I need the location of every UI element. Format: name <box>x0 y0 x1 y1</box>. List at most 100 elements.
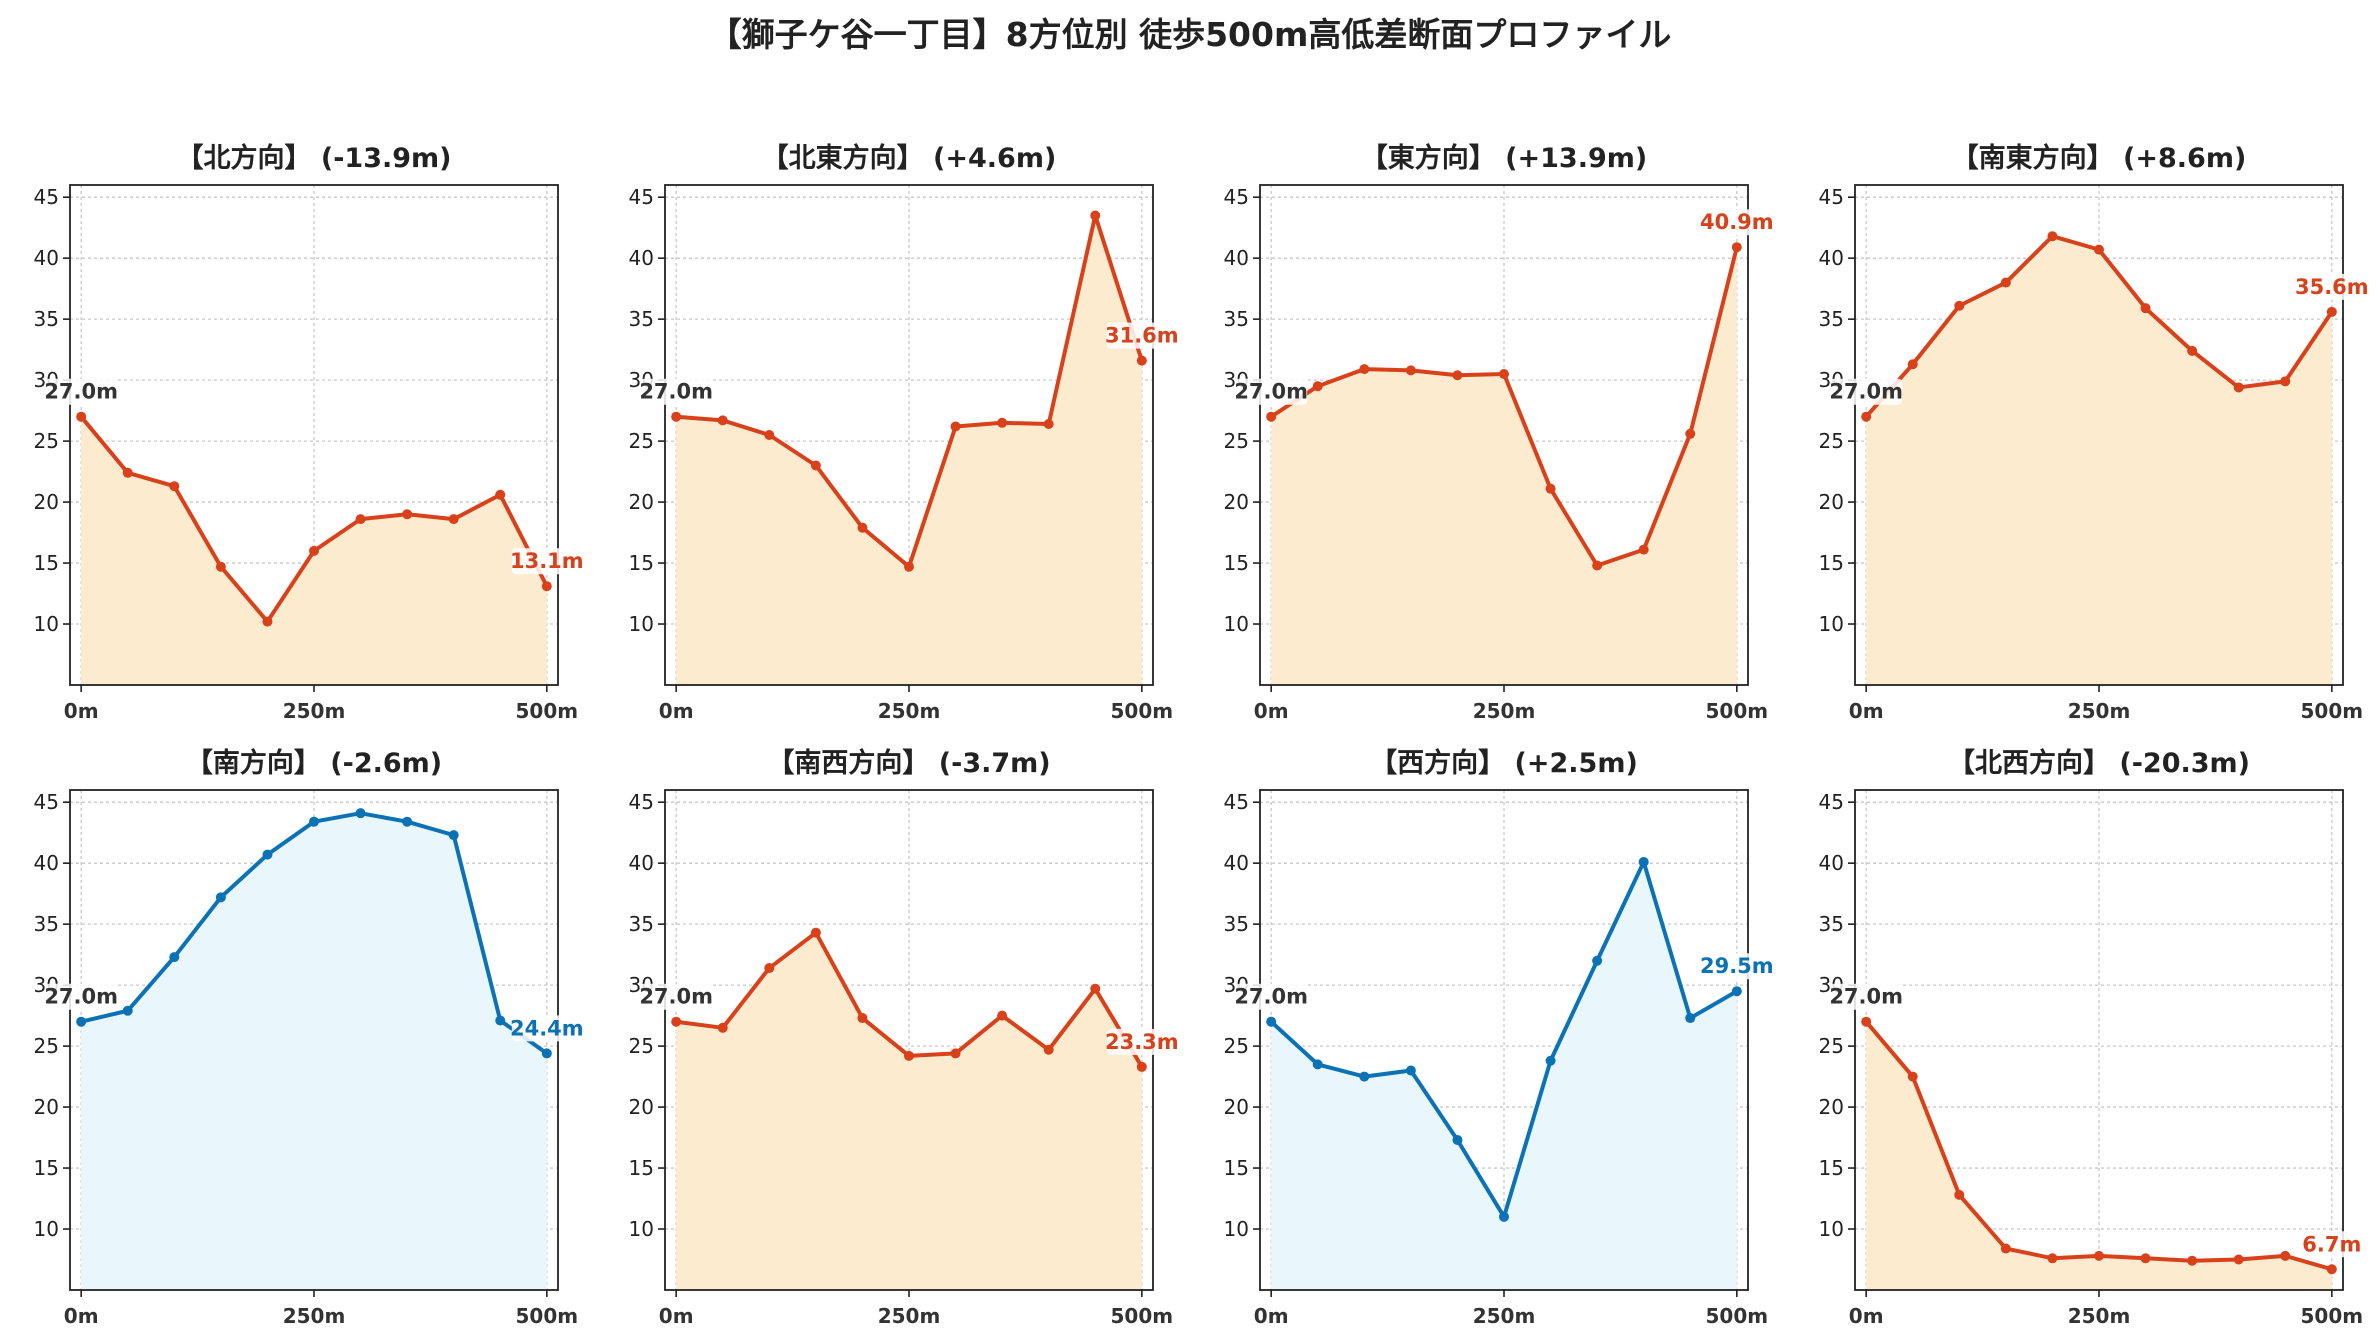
y-tick-label: 10 <box>34 612 59 636</box>
start-elevation-label: 27.0m <box>639 985 713 1009</box>
profile-area <box>1271 861 1737 1290</box>
y-tick-label: 35 <box>1819 307 1844 331</box>
profile-point <box>1090 210 1101 221</box>
x-tick-label: 500m <box>516 1304 579 1328</box>
profile-point <box>169 481 180 492</box>
start-elevation-label: 27.0m <box>1234 985 1308 1009</box>
y-tick-label: 10 <box>34 1217 59 1241</box>
profile-point <box>2000 1243 2011 1254</box>
start-label-bg <box>640 378 713 405</box>
start-elevation-label: 27.0m <box>1829 380 1903 404</box>
y-tick-label: 25 <box>629 429 654 453</box>
profile-point <box>2047 1253 2058 1264</box>
y-tick-label: 15 <box>629 551 654 575</box>
profile-point <box>1405 365 1416 376</box>
profile-point <box>122 1005 133 1016</box>
panel-title: 【南西方向】 (-3.7m) <box>767 747 1050 779</box>
y-tick-label: 45 <box>1819 185 1844 209</box>
profile-point <box>169 952 180 963</box>
y-tick-label: 40 <box>629 851 654 875</box>
profile-point <box>671 1016 682 1027</box>
y-tick-label: 20 <box>34 490 59 514</box>
start-label-bg <box>45 983 118 1010</box>
profile-point <box>495 489 506 500</box>
y-tick-label: 15 <box>34 1156 59 1180</box>
profile-point <box>997 417 1008 428</box>
profile-point <box>1907 359 1918 370</box>
profile-point <box>1907 1071 1918 1082</box>
y-tick-label: 15 <box>1224 551 1249 575</box>
profile-point <box>262 849 273 860</box>
profile-point <box>2140 1253 2151 1264</box>
x-tick-label: 500m <box>1111 699 1174 723</box>
x-tick-label: 0m <box>1849 1304 1884 1328</box>
y-tick-label: 35 <box>1224 912 1249 936</box>
start-elevation-label: 27.0m <box>44 985 118 1009</box>
profile-panel: 【西方向】 (+2.5m)10152025303540450m250m500m2… <box>1224 747 1774 1328</box>
profile-point <box>950 1048 961 1059</box>
profile-panel: 【南西方向】 (-3.7m)10152025303540450m250m500m… <box>629 747 1179 1328</box>
profile-point <box>1638 544 1649 555</box>
profile-point <box>2187 345 2198 356</box>
y-tick-label: 20 <box>1819 1095 1844 1119</box>
profile-point <box>2233 1254 2244 1265</box>
start-elevation-label: 27.0m <box>44 380 118 404</box>
profile-point <box>2326 1264 2337 1275</box>
profile-point <box>1861 1016 1872 1027</box>
profile-point <box>1731 986 1742 997</box>
profile-panel: 【北東方向】 (+4.6m)10152025303540450m250m500m… <box>629 142 1179 723</box>
start-elevation-label: 27.0m <box>1234 380 1308 404</box>
profile-point <box>402 509 413 520</box>
y-tick-label: 40 <box>34 851 59 875</box>
profile-point <box>1954 300 1965 311</box>
x-tick-label: 250m <box>878 1304 941 1328</box>
profile-point <box>262 616 273 627</box>
profile-point <box>857 522 868 533</box>
profile-point <box>541 1048 552 1059</box>
profile-point <box>1359 364 1370 375</box>
panel-title: 【南東方向】 (+8.6m) <box>1952 142 2247 174</box>
profile-point <box>857 1013 868 1024</box>
x-tick-label: 250m <box>283 1304 346 1328</box>
y-tick-label: 10 <box>629 612 654 636</box>
profile-point <box>1266 411 1277 422</box>
profile-point <box>1638 856 1649 867</box>
profile-point <box>2094 1250 2104 1261</box>
y-tick-label: 35 <box>34 912 59 936</box>
profile-point <box>215 561 226 572</box>
profile-point <box>2187 1255 2198 1266</box>
profile-point <box>1545 1055 1556 1066</box>
figure-title: 【獅子ケ谷一丁目】8方位別 徒歩500m高低差断面プロファイル <box>708 15 1672 54</box>
end-label-bg <box>1701 953 1772 980</box>
profile-point <box>2280 1250 2291 1261</box>
y-tick-label: 45 <box>1819 790 1844 814</box>
panel-title: 【北西方向】 (-20.3m) <box>1948 747 2250 779</box>
profile-point <box>1592 560 1603 571</box>
profile-point <box>215 892 226 903</box>
profile-point <box>1312 381 1323 392</box>
start-label-bg <box>1235 983 1308 1010</box>
y-tick-label: 20 <box>1819 490 1844 514</box>
y-tick-label: 40 <box>1224 851 1249 875</box>
profile-point <box>1405 1065 1416 1076</box>
x-tick-label: 250m <box>1473 1304 1536 1328</box>
x-tick-label: 250m <box>2068 699 2131 723</box>
end-elevation-label: 40.9m <box>1700 210 1774 234</box>
y-tick-label: 25 <box>1819 1034 1844 1058</box>
end-label-bg <box>1106 322 1177 349</box>
end-elevation-label: 23.3m <box>1105 1030 1179 1054</box>
x-tick-label: 500m <box>1706 1304 1769 1328</box>
profile-area <box>1866 236 2332 685</box>
panel-title: 【北方向】 (-13.9m) <box>176 142 451 174</box>
y-tick-label: 35 <box>1224 307 1249 331</box>
profile-point <box>1685 1013 1696 1024</box>
x-tick-label: 500m <box>2301 699 2364 723</box>
start-label-bg <box>1830 983 1903 1010</box>
profile-point <box>1090 983 1101 994</box>
profile-point <box>1266 1016 1277 1027</box>
profile-point <box>1136 1061 1147 1072</box>
start-label-bg <box>1830 378 1903 405</box>
profile-point <box>810 460 821 471</box>
y-tick-label: 45 <box>1224 185 1249 209</box>
end-label-bg <box>1701 209 1772 236</box>
